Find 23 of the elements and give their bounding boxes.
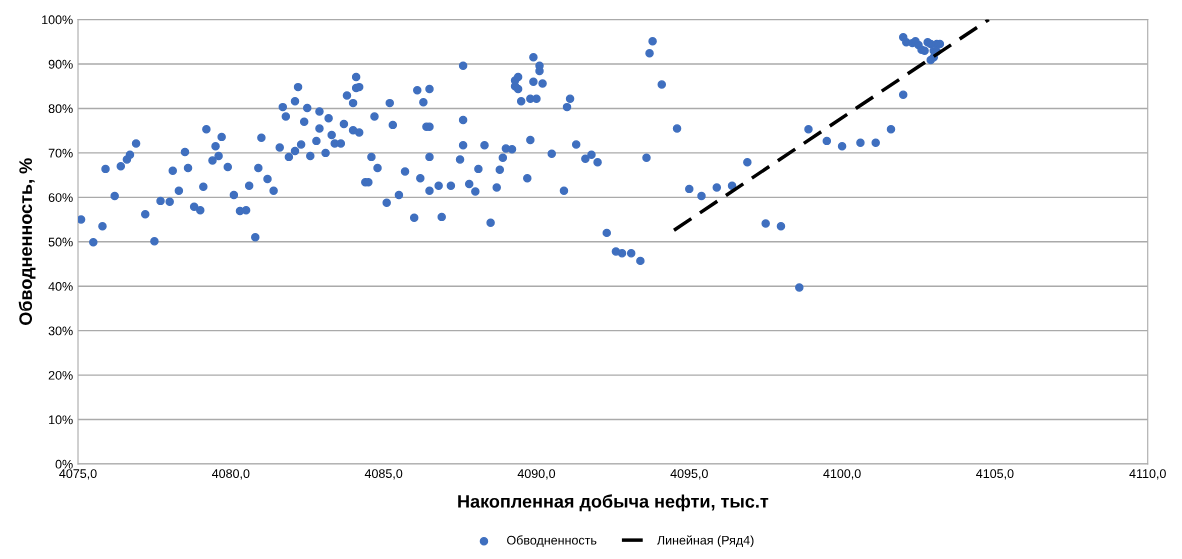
y-tick-label: 80% [48, 104, 73, 114]
legend-label: Линейная (Ряд4) [657, 535, 754, 548]
x-axis-title: Накопленная добыча нефти, тыс.т [458, 494, 769, 512]
y-tick-label: 0% [55, 459, 73, 469]
y-tick-label: 50% [48, 237, 73, 247]
x-tick-label: 4090,0 [517, 469, 556, 480]
y-tick-label: 20% [48, 370, 73, 380]
y-tick-label: 10% [49, 415, 73, 425]
y-tick-label: 100% [42, 15, 73, 25]
x-tick-label: 4105,0 [976, 469, 1014, 480]
x-tick-label: 4110,0 [1129, 469, 1166, 480]
y-tick-label: 30% [48, 326, 73, 336]
y-tick-label: 70% [48, 148, 73, 158]
x-tick-label: 4085,0 [364, 469, 403, 480]
x-tick-label: 4080,0 [212, 469, 250, 480]
x-tick-label: 4100,0 [823, 469, 861, 480]
legend-label: Обводненность [507, 535, 597, 547]
y-tick-label: 90% [48, 59, 73, 69]
x-tick-label: 4075,0 [59, 469, 97, 480]
x-tick-label: 4095,0 [670, 469, 708, 480]
y-tick-label: 40% [48, 282, 73, 291]
y-tick-label: 60% [48, 193, 73, 202]
y-axis-title: Обводненность, % [18, 158, 36, 325]
